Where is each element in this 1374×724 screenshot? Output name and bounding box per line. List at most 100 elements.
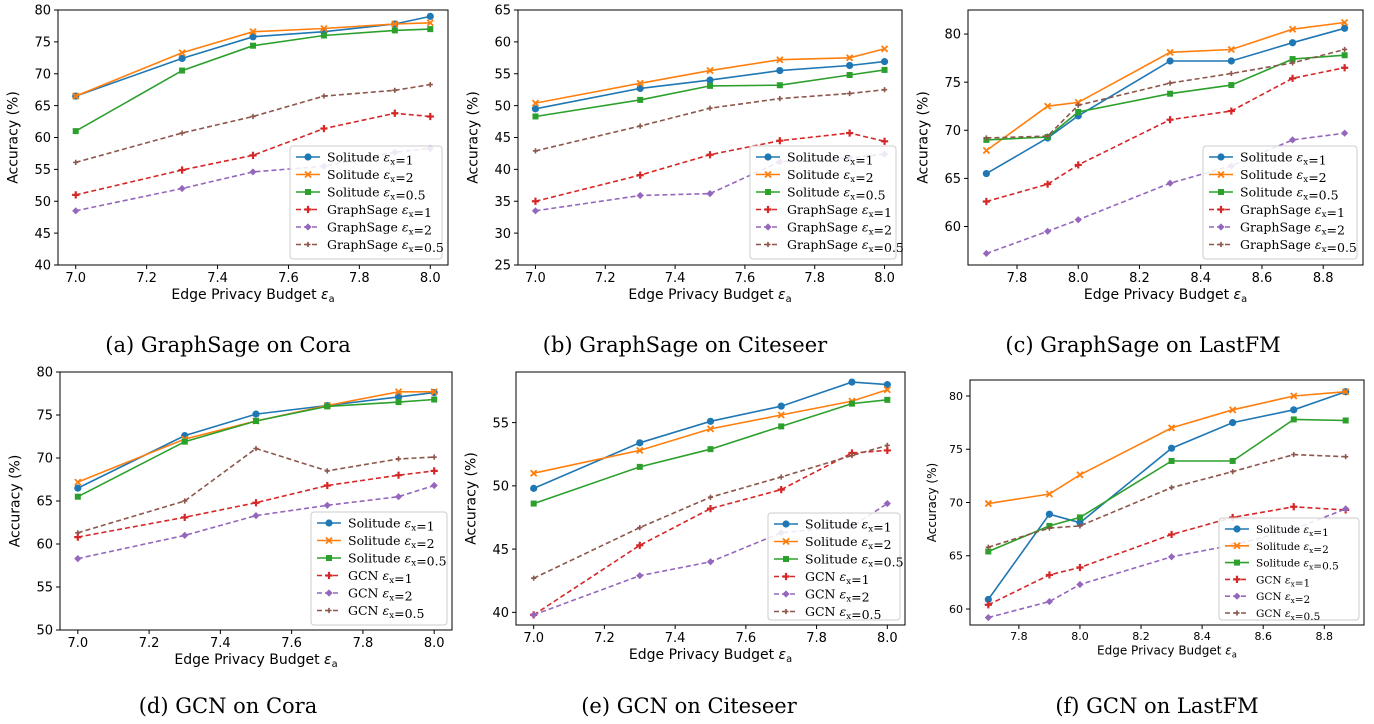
- legend-label: GCN εx=2: [805, 587, 870, 605]
- data-point: [181, 531, 189, 539]
- data-point: [531, 99, 540, 107]
- series-6: [73, 81, 433, 165]
- x-tick-label: 8.4: [1190, 271, 1211, 286]
- legend-label: GCN εx=1: [1256, 574, 1310, 589]
- y-axis-label: Accuracy (%): [916, 91, 932, 184]
- legend-marker: [304, 205, 312, 214]
- series-1: [531, 58, 889, 113]
- legend-item: Solitude εx=2: [296, 167, 414, 185]
- data-point: [72, 92, 80, 100]
- data-point: [178, 54, 186, 63]
- data-point: [394, 471, 403, 479]
- legend-label: Solitude εx=2: [327, 167, 414, 185]
- data-point: [73, 159, 79, 165]
- x-tick-label: 8.8: [1313, 271, 1334, 286]
- y-tick-label: 60: [34, 131, 51, 146]
- series-line: [77, 391, 435, 489]
- data-point: [320, 32, 327, 39]
- data-point: [1166, 57, 1174, 65]
- data-point: [776, 56, 784, 64]
- series-line: [533, 399, 888, 505]
- data-point: [249, 28, 257, 36]
- data-point: [1076, 580, 1084, 589]
- legend-label: Solitude εx=1: [348, 516, 435, 534]
- legend-marker: [783, 608, 789, 615]
- data-point: [845, 54, 854, 62]
- data-point: [75, 530, 81, 536]
- legend-label: GraphSage εx=2: [1240, 220, 1345, 238]
- data-point: [707, 82, 713, 89]
- data-point: [1288, 39, 1297, 47]
- chart-panel-a: 7.0 7.2 7.4 7.6 7.8 8.0 40 45 50 55 60 65 70 75 80 Edge…: [6, 4, 449, 305]
- x-tick-label: 7.8: [353, 636, 374, 651]
- data-point: [178, 166, 186, 174]
- x-tick-label: 8.6: [1252, 271, 1273, 286]
- series-line: [535, 60, 885, 110]
- x-axis-label: Edge Privacy Budget εa: [1084, 287, 1247, 305]
- data-point: [431, 454, 437, 460]
- legend-label: GCN εx=2: [348, 586, 413, 604]
- y-axis-label: Accuracy (%): [6, 91, 22, 184]
- data-point: [1341, 24, 1349, 32]
- chart-panel-f: 7.8 8.0 8.2 8.4 8.6 8.8 60 65 70 75 80 Edge Privacy…: [925, 379, 1365, 659]
- legend-label: Solitude εx=0.5: [348, 551, 447, 569]
- y-tick-label: 75: [34, 36, 51, 51]
- data-point: [846, 72, 853, 79]
- y-tick-label: 60: [36, 538, 53, 553]
- legend-item: Solitude εx=0.5: [296, 185, 426, 203]
- legend-item: GraphSage εx=2: [1209, 220, 1345, 238]
- series-4: [531, 129, 889, 205]
- x-axis-label: Edge Privacy Budget εa: [171, 287, 334, 305]
- legend-label: GraphSage εx=0.5: [787, 237, 904, 255]
- data-point: [1076, 563, 1084, 572]
- data-point: [1167, 80, 1173, 86]
- series-4: [72, 109, 434, 199]
- data-point: [1229, 419, 1237, 427]
- y-tick-label: 80: [944, 28, 961, 43]
- data-point: [253, 445, 259, 452]
- series-2: [530, 386, 891, 477]
- legend-marker: [1217, 205, 1225, 214]
- data-point: [530, 469, 538, 477]
- y-tick-label: 60: [494, 36, 511, 51]
- y-tick-label: 65: [34, 99, 51, 114]
- series-line: [535, 48, 885, 104]
- legend-label: GCN εx=0.5: [805, 604, 881, 622]
- legend-item: Solitude εx=1: [774, 517, 892, 535]
- data-point: [706, 76, 714, 84]
- series-line: [77, 447, 435, 534]
- data-point: [1341, 129, 1349, 137]
- legend-label: Solitude εx=2: [348, 533, 435, 551]
- y-tick-label: 45: [34, 227, 51, 242]
- data-point: [72, 191, 80, 199]
- legend-label: GraphSage εx=1: [327, 202, 432, 220]
- y-tick-label: 55: [494, 67, 511, 82]
- data-point: [250, 113, 256, 120]
- series-6: [75, 445, 437, 536]
- legend: Solitude εx=1 Solitude εx=2 Solitude εx=0.…: [1218, 517, 1360, 623]
- legend-item: GCN εx=0.5: [774, 604, 881, 622]
- series-2: [982, 18, 1349, 155]
- legend-item: GraphSage εx=1: [756, 202, 892, 220]
- data-point: [776, 82, 783, 89]
- data-point: [636, 84, 644, 93]
- legend-item: GCN εx=2: [774, 587, 870, 605]
- legend-marker: [1218, 189, 1224, 195]
- legend-marker: [1233, 542, 1241, 550]
- legend-frame: [289, 145, 443, 260]
- y-tick-label: 40: [34, 259, 51, 274]
- data-point: [706, 505, 715, 513]
- legend-label: Solitude εx=0.5: [1256, 558, 1339, 573]
- series-6: [532, 87, 888, 154]
- data-point: [1290, 503, 1298, 511]
- data-point: [1166, 116, 1174, 124]
- data-point: [324, 468, 330, 474]
- data-point: [249, 33, 257, 41]
- data-point: [426, 12, 434, 20]
- data-point: [74, 478, 82, 486]
- data-point: [391, 20, 399, 28]
- data-point: [1342, 388, 1350, 396]
- legend-label: GraphSage εx=0.5: [1240, 237, 1357, 255]
- legend-item: GraphSage εx=1: [1209, 202, 1345, 220]
